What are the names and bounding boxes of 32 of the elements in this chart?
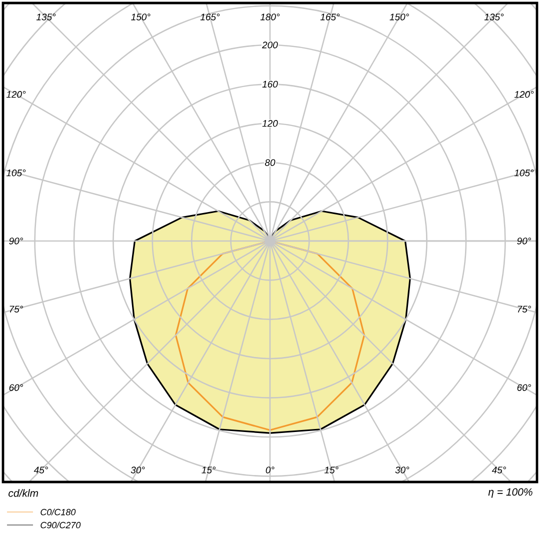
spoke-label: 30° [395, 466, 410, 474]
spoke-label: 105° [514, 170, 534, 176]
spoke-label: 165° [200, 14, 220, 20]
spoke-label: 150° [390, 14, 409, 20]
spoke-label: 135° [484, 14, 504, 20]
spoke-label: 75° [10, 306, 23, 312]
text: cd/klm [8, 489, 38, 497]
text: η = 100% [488, 488, 532, 498]
spoke-label: 45° [34, 466, 48, 474]
y-tick-label: 200 [262, 42, 278, 48]
spoke-label: 120° [514, 91, 534, 98]
spoke-label: 90° [517, 238, 531, 244]
spoke-label: 120° [6, 91, 26, 98]
spoke-label: 105° [6, 170, 26, 176]
spoke-label: 75° [518, 306, 531, 312]
spoke-label: 0° [266, 466, 274, 474]
spoke-label: 15° [202, 466, 216, 474]
spoke-label: 180° [260, 14, 280, 20]
spoke-label: 45° [492, 466, 506, 474]
spoke-label: 165° [320, 14, 340, 20]
spoke-label: 135° [36, 14, 56, 20]
spoke-label: 15° [324, 466, 338, 474]
y-tick-label: 160 [262, 80, 278, 88]
spoke-label: 60° [517, 384, 531, 391]
legend-label: C90/C270 [40, 522, 81, 528]
spoke-label: 150° [131, 14, 150, 20]
spoke-label: 90° [9, 238, 23, 244]
legend-label: C0/C180 [40, 508, 76, 516]
y-tick-label: 120 [262, 120, 278, 127]
y-tick-label: 80 [264, 159, 276, 166]
spoke-label: 60° [9, 384, 23, 391]
spoke-label: 30° [130, 466, 145, 474]
